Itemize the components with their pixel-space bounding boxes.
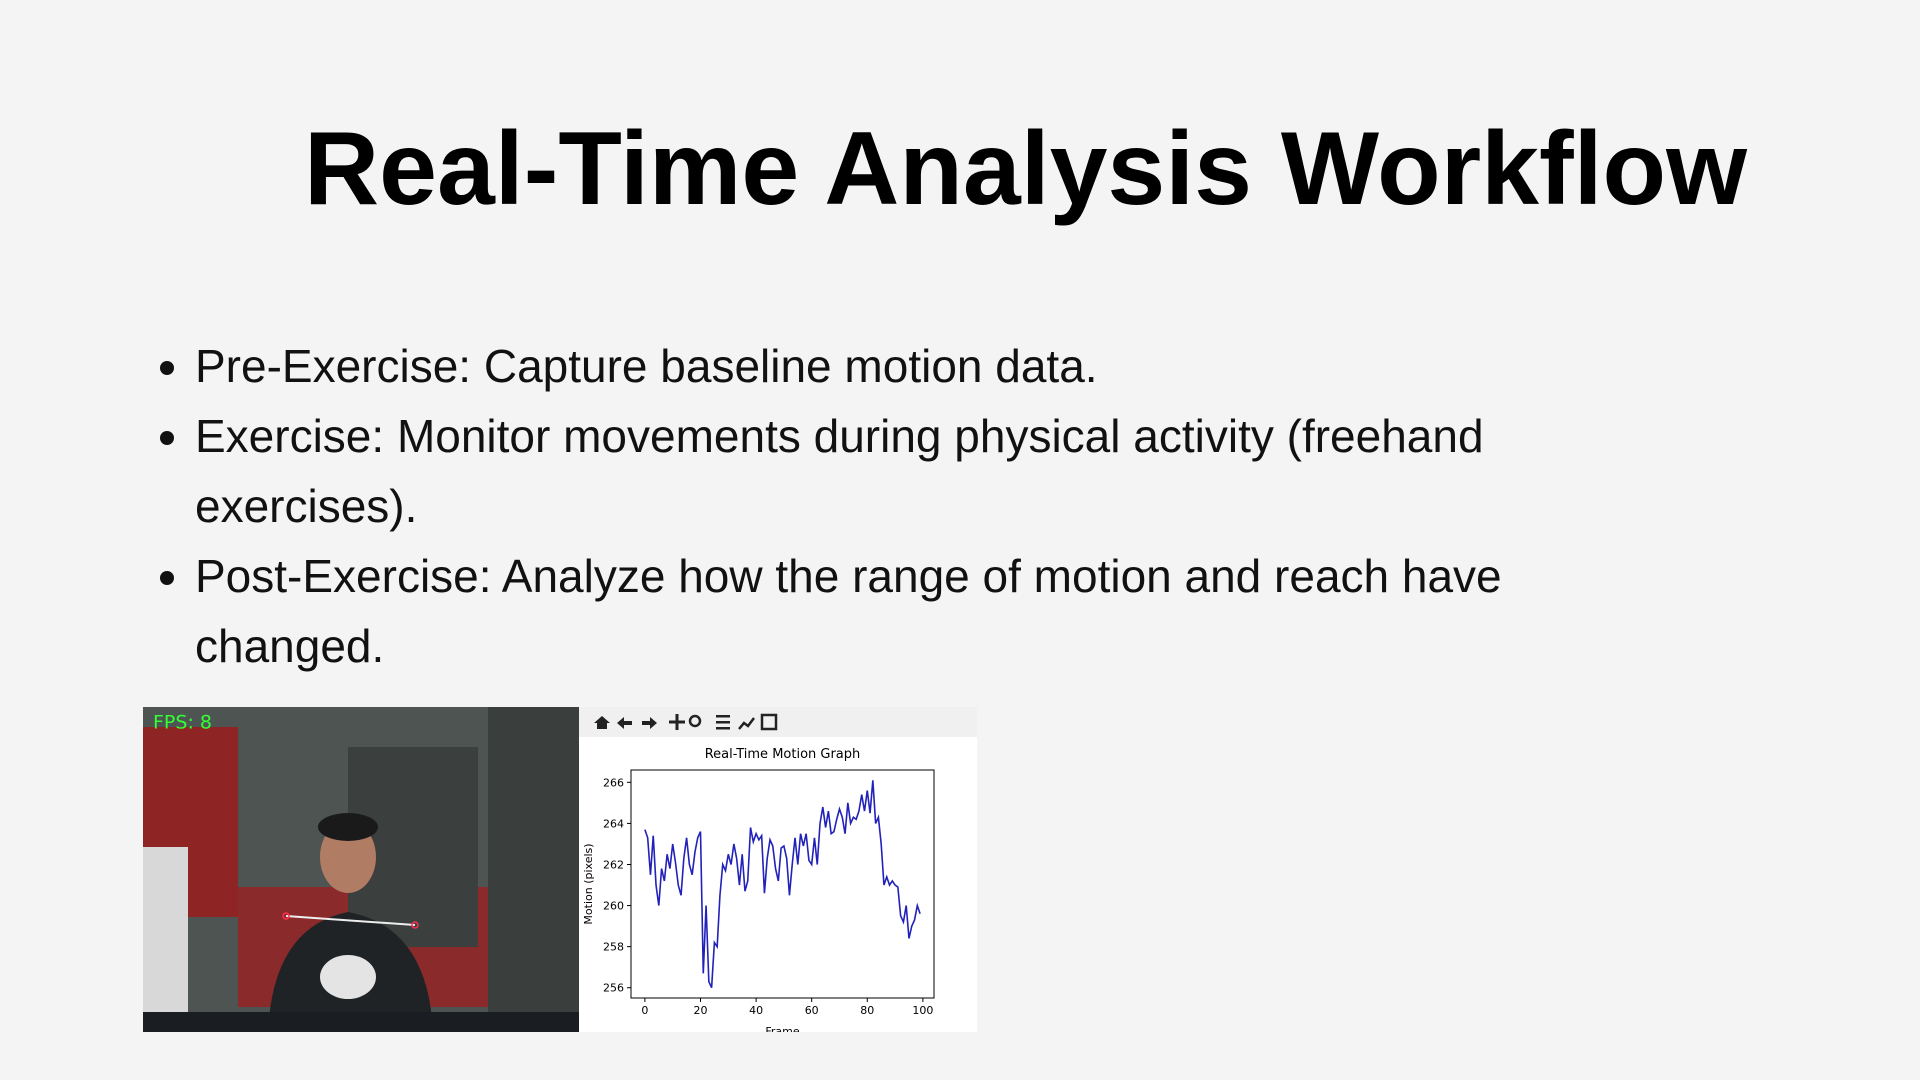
y-tick-label: 266 [603,776,624,789]
webcam-view: FPS: 8 [143,707,579,1032]
y-tick-label: 256 [603,982,624,995]
bullet-list: Pre-Exercise: Capture baseline motion da… [162,331,1695,681]
x-tick-label: 0 [641,1004,648,1017]
x-tick-label: 20 [693,1004,707,1017]
y-tick-label: 262 [603,858,624,871]
bullet: Exercise: Monitor movements during physi… [195,401,1695,541]
x-tick-label: 100 [912,1004,933,1017]
y-tick-label: 264 [603,817,624,830]
chart-title: Real-Time Motion Graph [705,747,861,762]
y-axis-label: Motion (pixels) [582,843,595,924]
toolbar [579,707,977,737]
motion-line [644,780,921,989]
x-tick-label: 40 [749,1004,763,1017]
motion-chart: Real-Time Motion Graph Frame Motion (pixel… [582,747,935,1032]
chart-window [579,707,977,1032]
x-tick-label: 80 [860,1004,874,1017]
plot-frame [630,769,935,999]
x-tick-label: 60 [805,1004,819,1017]
slide-title: Real-Time Analysis Workflow [304,111,1747,227]
y-tick-label: 258 [603,941,624,954]
bullet: Pre-Exercise: Capture baseline motion da… [195,331,1695,401]
x-axis-label: Frame [765,1025,800,1032]
bullet: Post-Exercise: Analyze how the range of … [195,541,1695,681]
toolbar-icons [594,713,778,731]
fps-label: FPS: 8 [153,712,212,734]
screenshot: FPS: 8 Real-Time Motion Graph Frame Motion… [143,707,977,1032]
y-tick-label: 260 [603,900,624,913]
